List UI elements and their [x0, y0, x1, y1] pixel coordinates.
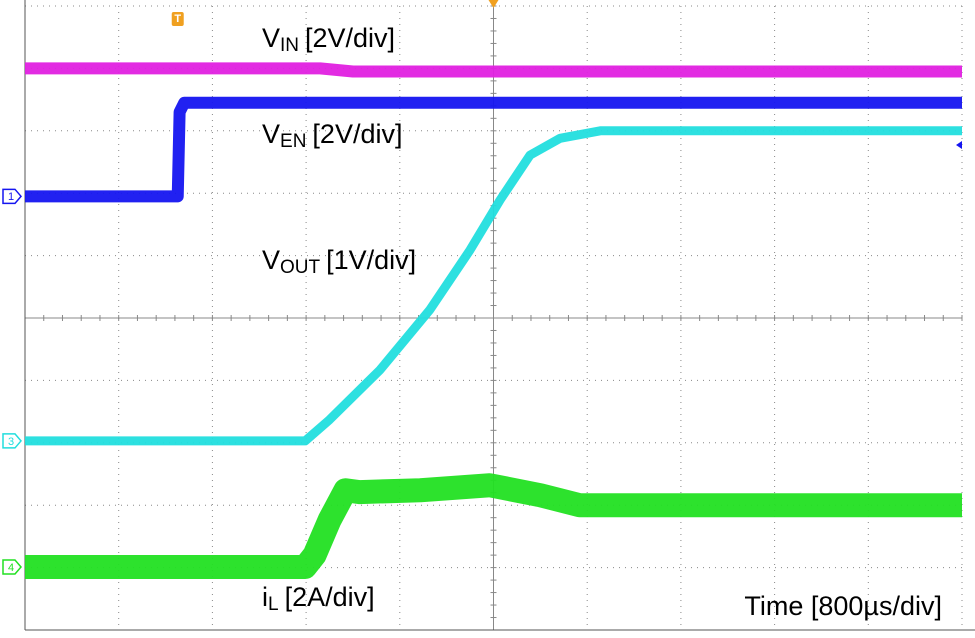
label-scale: [2V/div]	[312, 119, 402, 149]
trace-label: VEN [2V/div]	[262, 119, 402, 152]
channel-marker: 1	[8, 191, 14, 203]
x-axis-label: Time [800µs/div]	[744, 591, 942, 621]
channel-marker-shape	[2, 188, 22, 205]
channel-marker: 3	[8, 436, 14, 448]
label-sub: EN	[280, 131, 306, 152]
trace-label: VOUT [1V/div]	[262, 245, 416, 278]
trace	[25, 62, 962, 78]
trace	[25, 473, 962, 579]
channel-marker-shape	[2, 433, 22, 449]
trace-label: iL [2A/div]	[262, 582, 375, 615]
trigger-marker: T	[174, 13, 181, 25]
label-sub: IN	[280, 35, 299, 56]
channel-marker: 4	[8, 562, 14, 574]
channel-marker-shape	[2, 559, 22, 575]
label-scale: [1V/div]	[326, 245, 416, 275]
trigger-position	[488, 0, 499, 8]
label-scale: [2A/div]	[285, 582, 375, 612]
trace-label: VIN [2V/div]	[262, 23, 395, 56]
trace	[25, 126, 962, 446]
label-scale: [2V/div]	[305, 23, 395, 53]
trigger-marker-shape	[171, 12, 184, 26]
label-main: V	[262, 23, 280, 53]
level-marker	[956, 141, 962, 149]
label-main: i	[262, 582, 268, 612]
label-main: V	[262, 245, 280, 275]
label-sub: L	[268, 594, 279, 615]
label-sub: OUT	[280, 257, 321, 278]
trace	[25, 96, 962, 203]
label-main: V	[262, 119, 280, 149]
